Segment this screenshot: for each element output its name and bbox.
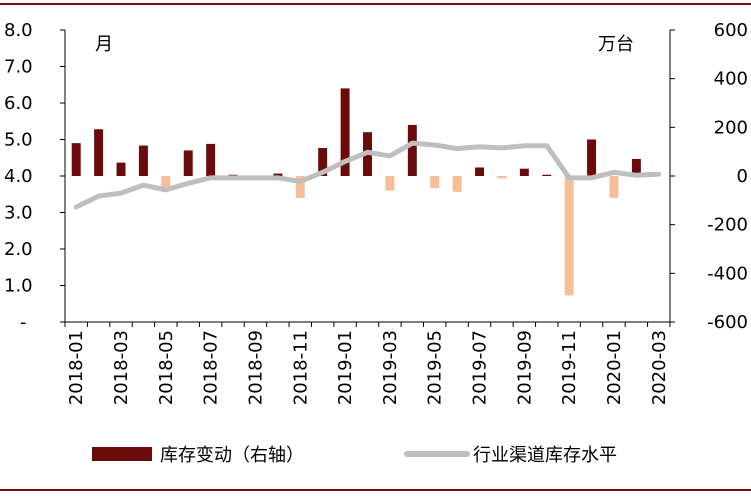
bar-2019-07	[475, 167, 485, 176]
right-tick-label: -400	[707, 263, 748, 284]
bar-2018-10	[273, 173, 283, 176]
left-tick-label: 8.0	[4, 20, 33, 41]
bars-layer	[71, 88, 641, 296]
right-tick-label: 200	[714, 117, 748, 138]
bar-2018-11	[295, 176, 305, 198]
legend-bar-swatch	[92, 447, 152, 461]
axes-layer: - 1.0 2.0 3.0 4.0 5.0 6.0 7.0 8.0 -600 -400 -200 0 20…	[4, 20, 748, 405]
legend: 库存变动（右轴） 行业渠道库存水平	[92, 445, 617, 466]
bar-2018-01	[71, 143, 81, 176]
bar-2019-10	[542, 174, 552, 176]
left-tick-label: 4.0	[4, 166, 33, 187]
left-tick-label: 6.0	[4, 93, 33, 114]
bar-2019-12	[587, 139, 597, 176]
bar-2019-09	[519, 168, 529, 176]
left-tick-label: 1.0	[4, 276, 33, 297]
right-axis-unit: 万台	[598, 34, 634, 55]
x-tick-label: 2019-09	[514, 330, 535, 405]
x-tick-label: 2018-03	[111, 330, 132, 405]
x-tick-label: 2019-01	[335, 330, 356, 405]
x-tick-label: 2018-11	[290, 330, 311, 405]
right-tick-label: -200	[707, 215, 748, 236]
bar-2019-01	[340, 88, 350, 176]
line-layer	[73, 140, 662, 210]
legend-line-label: 行业渠道库存水平	[473, 445, 617, 466]
x-tick-label: 2018-07	[201, 330, 222, 405]
x-tick-label: 2020-01	[604, 330, 625, 405]
bar-2019-08	[497, 176, 507, 179]
left-tick-label: -	[20, 312, 27, 333]
x-tick-label: 2019-07	[470, 330, 491, 405]
left-tick-label: 7.0	[4, 57, 33, 78]
right-tick-label: 0	[737, 166, 748, 187]
bar-2019-06	[452, 176, 462, 192]
x-tick-label: 2018-09	[245, 330, 266, 405]
bar-2019-11	[564, 176, 574, 296]
left-tick-label: 2.0	[4, 239, 33, 260]
x-tick-label: 2019-11	[559, 330, 580, 405]
bar-2018-05	[161, 176, 171, 187]
legend-bar-label: 库存变动（右轴）	[160, 445, 304, 466]
left-axis-unit: 月	[95, 34, 113, 55]
bar-2019-05	[430, 176, 440, 189]
bar-2018-03	[116, 162, 126, 176]
bar-2018-06	[183, 150, 193, 176]
series-line-inventory-level	[73, 140, 662, 210]
bar-2018-02	[94, 129, 104, 176]
x-tick-label: 2018-05	[156, 330, 177, 405]
bar-2019-03	[385, 176, 395, 191]
left-tick-label: 3.0	[4, 203, 33, 224]
bar-2020-01	[609, 176, 619, 198]
bottom-rule	[0, 489, 751, 491]
right-tick-label: -600	[707, 312, 748, 333]
x-tick-label: 2018-01	[66, 330, 87, 405]
bar-2020-02	[631, 158, 641, 176]
bar-2018-07	[206, 143, 216, 176]
top-rule	[0, 3, 751, 5]
bar-2018-04	[138, 145, 148, 176]
right-tick-label: 400	[714, 69, 748, 90]
x-tick-label: 2019-03	[380, 330, 401, 405]
left-tick-label: 5.0	[4, 130, 33, 151]
right-tick-label: 600	[714, 20, 748, 41]
bar-2018-12	[318, 148, 328, 176]
bar-2019-04	[407, 124, 417, 176]
x-tick-label: 2019-05	[425, 330, 446, 405]
x-tick-label: 2020-03	[649, 330, 670, 405]
